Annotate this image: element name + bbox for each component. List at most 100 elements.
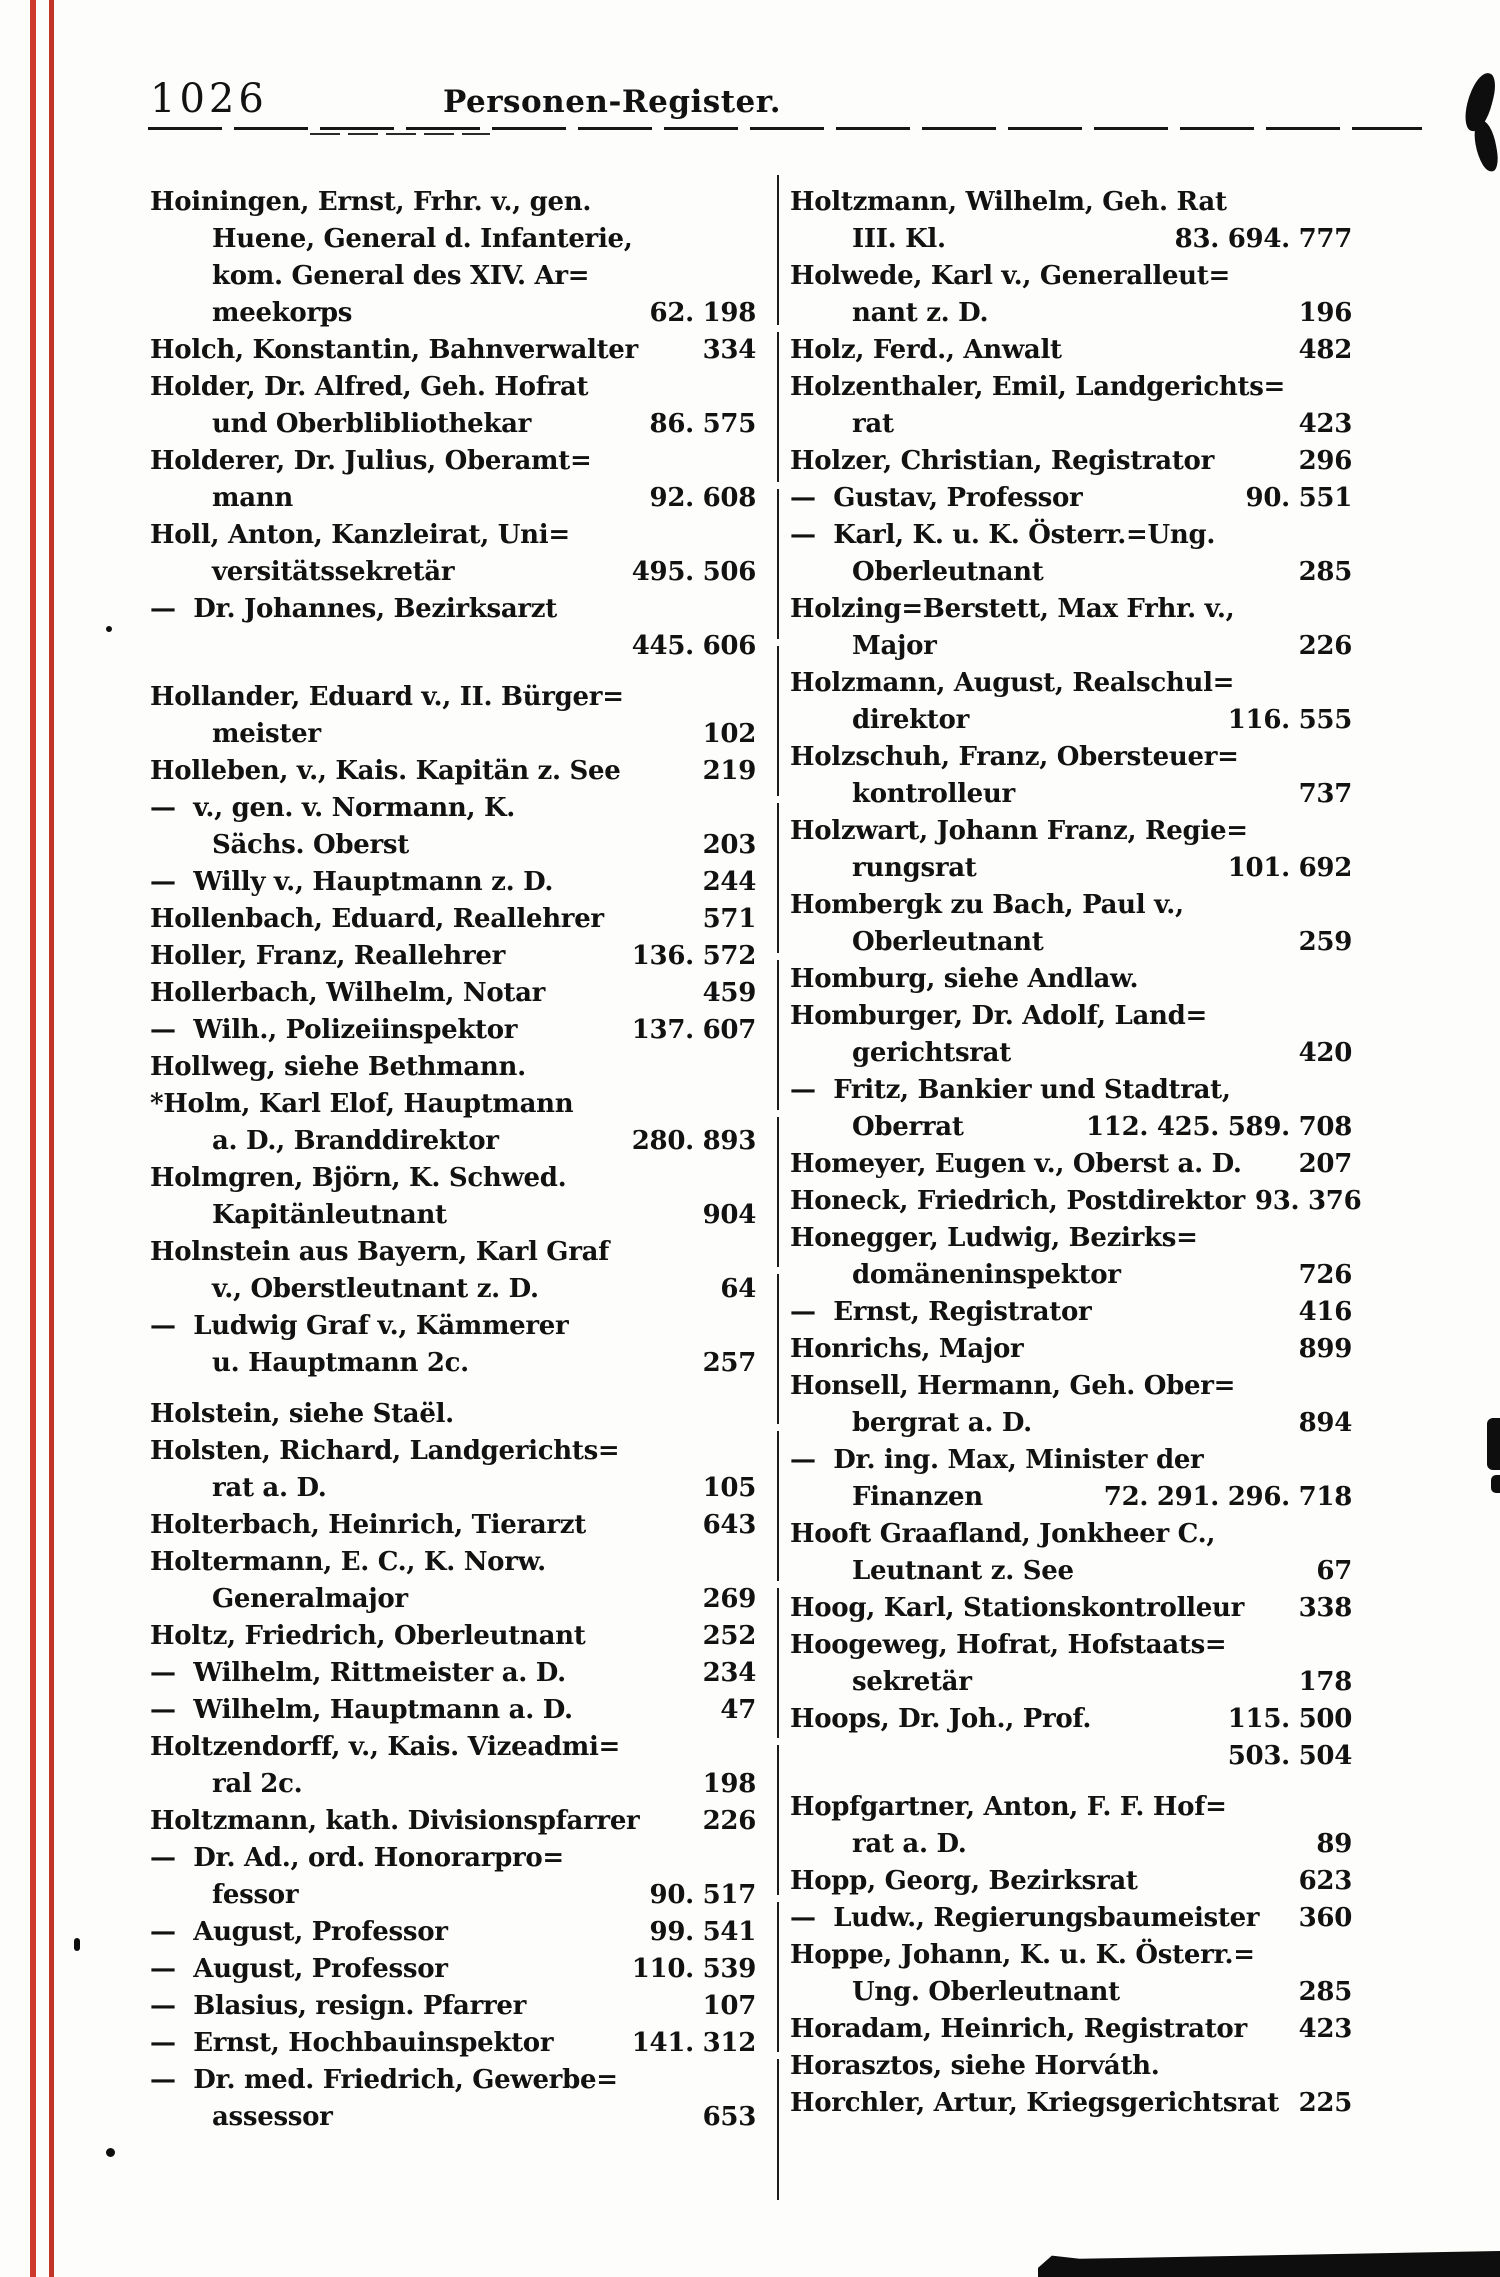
index-entry-line: u. Hauptmann 2c. 257 bbox=[150, 1345, 756, 1382]
entry-page-numbers: 623 bbox=[1298, 1866, 1353, 1896]
index-entry: Homeyer, Eugen v., Oberst a. D. 207 bbox=[790, 1146, 1352, 1183]
registration-line-red bbox=[49, 0, 54, 2277]
index-entry-line: 503. 504 bbox=[790, 1738, 1353, 1775]
entry-text: Holzschuh, Franz, Obersteuer= bbox=[790, 742, 1239, 772]
index-entry: Horasztos, siehe Horváth. bbox=[790, 2048, 1352, 2085]
index-entry: Hoppe, Johann, K. u. K. Österr.= Ung. Obe… bbox=[790, 1937, 1352, 2011]
index-entry: Holch, Konstantin, Bahnverwalter 334 bbox=[150, 332, 756, 369]
index-entry-line: Hollander, Eduard v., II. Bürger= bbox=[150, 679, 756, 716]
entry-text: — Wilhelm, Rittmeister a. D. bbox=[150, 1658, 566, 1688]
index-entry-line: Holsten, Richard, Landgerichts= bbox=[150, 1433, 756, 1470]
index-entry-line: — Willy v., Hauptmann z. D. 244 bbox=[150, 864, 756, 901]
index-entry: Honeck, Friedrich, Postdirektor 93. 376 bbox=[790, 1183, 1362, 1220]
entry-text: Holsten, Richard, Landgerichts= bbox=[150, 1436, 620, 1466]
index-entry-line: Oberleutnant 259 bbox=[790, 924, 1352, 961]
entry-text: mann bbox=[212, 483, 293, 513]
entry-page-numbers: 459 bbox=[702, 978, 757, 1008]
entry-page-numbers: 93. 376 bbox=[1254, 1186, 1362, 1216]
index-entry-line: a. D., Branddirektor 280. 893 bbox=[150, 1123, 756, 1160]
index-entry: Holmgren, Björn, K. Schwed. Kapitänleutna… bbox=[150, 1160, 756, 1234]
entry-text: Horchler, Artur, Kriegsgerichtsrat bbox=[790, 2088, 1279, 2118]
entry-page-numbers: 416 bbox=[1298, 1297, 1353, 1327]
entry-page-numbers: 107 bbox=[702, 1991, 757, 2021]
entry-page-numbers: 89 bbox=[1316, 1829, 1352, 1859]
scan-artifact bbox=[1491, 1475, 1500, 1493]
index-entry-line: Horasztos, siehe Horváth. bbox=[790, 2048, 1352, 2085]
index-entry: — Ludw., Regierungsbaumeister 360 bbox=[790, 1900, 1352, 1937]
entry-text: Horadam, Heinrich, Registrator bbox=[790, 2014, 1247, 2044]
entry-text: — v., gen. v. Normann, K. bbox=[150, 793, 515, 823]
entry-text: rat a. D. bbox=[852, 1829, 967, 1859]
entry-page-numbers: 234 bbox=[702, 1658, 757, 1688]
index-entry: — Dr. ing. Max, Minister der Finanzen 72. … bbox=[790, 1442, 1352, 1516]
entry-text: Holz, Ferd., Anwalt bbox=[790, 335, 1062, 365]
entry-text: Huene, General d. Infanterie, bbox=[212, 224, 633, 254]
entry-text: — Wilhelm, Hauptmann a. D. bbox=[150, 1695, 573, 1725]
entry-text: Holch, Konstantin, Bahnverwalter bbox=[150, 335, 638, 365]
index-entry-line: — Ernst, Hochbauinspektor 141. 312 bbox=[150, 2025, 756, 2062]
index-entry-line: Holterbach, Heinrich, Tierarzt 643 bbox=[150, 1507, 756, 1544]
entry-page-numbers: 280. 893 bbox=[631, 1126, 757, 1156]
entry-page-numbers: 445. 606 bbox=[631, 631, 757, 661]
index-entry-line: kontrolleur 737 bbox=[790, 776, 1352, 813]
entry-text: Honeck, Friedrich, Postdirektor bbox=[790, 1186, 1245, 1216]
index-entry-line: Hoops, Dr. Joh., Prof. 115. 500 bbox=[790, 1701, 1352, 1738]
index-entry: Hopfgartner, Anton, F. F. Hof= rat a. D. 8… bbox=[790, 1789, 1352, 1863]
entry-text: — Wilh., Polizeiinspektor bbox=[150, 1015, 518, 1045]
index-entry: Holtzendorff, v., Kais. Vizeadmi= ral 2c.… bbox=[150, 1729, 756, 1803]
entry-text: Hollerbach, Wilhelm, Notar bbox=[150, 978, 546, 1008]
right-column: Holtzmann, Wilhelm, Geh. Rat III. Kl. 83. … bbox=[790, 184, 1362, 2122]
entry-page-numbers: 495. 506 bbox=[631, 557, 757, 587]
entry-page-numbers: 571 bbox=[702, 904, 757, 934]
entry-text: assessor bbox=[212, 2102, 333, 2132]
entry-text: nant z. D. bbox=[852, 298, 989, 328]
entry-text: Oberleutnant bbox=[852, 557, 1044, 587]
entry-text: Hollenbach, Eduard, Reallehrer bbox=[150, 904, 604, 934]
entry-text: — Willy v., Hauptmann z. D. bbox=[150, 867, 554, 897]
left-column: Hoiningen, Ernst, Frhr. v., gen. Huene, G… bbox=[150, 184, 756, 2136]
entry-text: Holder, Dr. Alfred, Geh. Hofrat bbox=[150, 372, 589, 402]
entry-page-numbers: 67 bbox=[1316, 1556, 1352, 1586]
entry-text: Holmgren, Björn, K. Schwed. bbox=[150, 1163, 567, 1193]
index-entry-line: Holnstein aus Bayern, Karl Graf bbox=[150, 1234, 756, 1271]
index-entry-line: bergrat a. D. 894 bbox=[790, 1405, 1352, 1442]
entry-page-numbers: 894 bbox=[1298, 1408, 1353, 1438]
entry-page-numbers: 105 bbox=[702, 1473, 757, 1503]
entry-text: Holtzmann, kath. Divisionspfarrer bbox=[150, 1806, 640, 1836]
entry-text: Holterbach, Heinrich, Tierarzt bbox=[150, 1510, 586, 1540]
entry-text: meekorps bbox=[212, 298, 353, 328]
entry-text: ral 2c. bbox=[212, 1769, 303, 1799]
entry-text: Hoops, Dr. Joh., Prof. bbox=[790, 1704, 1092, 1734]
index-entry-line: nant z. D. 196 bbox=[790, 295, 1352, 332]
entry-page-numbers: 226 bbox=[1298, 631, 1353, 661]
entry-text: Hoppe, Johann, K. u. K. Österr.= bbox=[790, 1940, 1255, 1970]
index-entry-line: — August, Professor 99. 541 bbox=[150, 1914, 756, 1951]
column-divider bbox=[777, 175, 779, 2200]
entry-text: — Blasius, resign. Pfarrer bbox=[150, 1991, 527, 2021]
entry-text: — Ludw., Regierungsbaumeister bbox=[790, 1903, 1260, 1933]
entry-text: *Holm, Karl Elof, Hauptmann bbox=[150, 1089, 574, 1119]
entry-text: Holzing=Berstett, Max Frhr. v., bbox=[790, 594, 1235, 624]
entry-text: Hollweg, siehe Bethmann. bbox=[150, 1052, 526, 1082]
index-entry-line: Holwede, Karl v., Generalleut= bbox=[790, 258, 1352, 295]
entry-text: Holderer, Dr. Julius, Oberamt= bbox=[150, 446, 592, 476]
scan-artifact bbox=[106, 626, 112, 632]
entry-text: Hombergk zu Bach, Paul v., bbox=[790, 890, 1184, 920]
index-entry: Hooft Graafland, Jonkheer C., Leutnant z.… bbox=[790, 1516, 1352, 1590]
index-entry-line: — Karl, K. u. K. Österr.=Ung. bbox=[790, 517, 1352, 554]
index-entry-line: ral 2c. 198 bbox=[150, 1766, 756, 1803]
entry-text: direktor bbox=[852, 705, 969, 735]
index-entry-line: mann 92. 608 bbox=[150, 480, 756, 517]
entry-text: Holstein, siehe Staël. bbox=[150, 1399, 454, 1429]
index-entry-line: Holzer, Christian, Registrator 296 bbox=[790, 443, 1352, 480]
entry-page-numbers: 225 bbox=[1298, 2088, 1353, 2118]
index-entry: Holzwart, Johann Franz, Regie= rungsrat 10… bbox=[790, 813, 1352, 887]
index-entry-line: — Dr. ing. Max, Minister der bbox=[790, 1442, 1352, 1479]
index-entry-line: und Oberblibliothekar 86. 575 bbox=[150, 406, 756, 443]
entry-text: u. Hauptmann 2c. bbox=[212, 1348, 469, 1378]
entry-text: Holtzmann, Wilhelm, Geh. Rat bbox=[790, 187, 1227, 217]
entry-page-numbers: 285 bbox=[1298, 557, 1353, 587]
index-entry-line: domäneninspektor 726 bbox=[790, 1257, 1352, 1294]
index-entry: Holder, Dr. Alfred, Geh. Hofrat und Oberb… bbox=[150, 369, 756, 443]
